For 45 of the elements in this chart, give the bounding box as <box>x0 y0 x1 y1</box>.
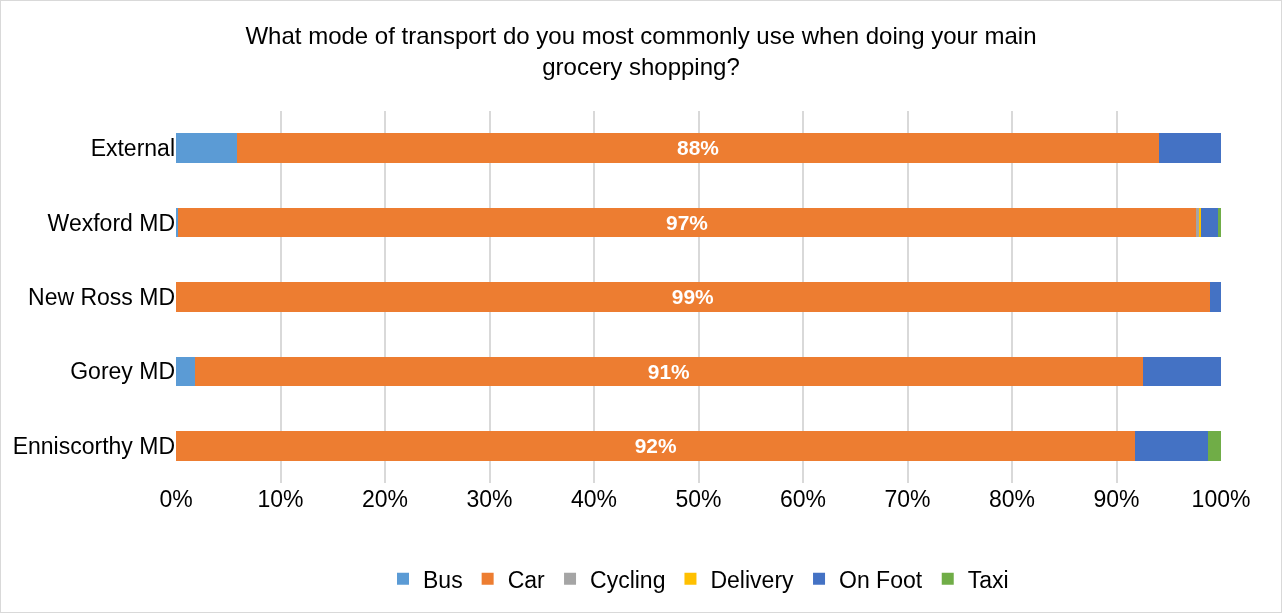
x-tick-label: 0% <box>159 486 193 512</box>
bar <box>1217 207 1221 238</box>
legend-label: Bus <box>423 566 463 593</box>
bar <box>1201 207 1218 238</box>
bar <box>1209 282 1221 312</box>
bar <box>178 207 1196 238</box>
y-tick-label: Gorey MD <box>70 358 175 385</box>
data-label: 88% <box>677 136 720 160</box>
x-tick-label: 80% <box>988 486 1036 512</box>
x-tick-label: 100% <box>1191 486 1251 512</box>
bar <box>176 356 195 387</box>
legend-label: Cycling <box>590 566 666 593</box>
legend-label: Delivery <box>710 566 795 593</box>
x-tick-label: 20% <box>361 486 409 512</box>
bar <box>1199 207 1202 238</box>
bar <box>1159 133 1221 164</box>
bar <box>176 207 179 238</box>
x-tick-label: 30% <box>466 486 513 512</box>
bar <box>236 133 1160 164</box>
legend-label: Car <box>507 566 546 593</box>
x-tick-label: 10% <box>257 486 304 512</box>
bar <box>176 133 237 164</box>
y-tick-label: External <box>90 135 175 162</box>
legend-label: Taxi <box>967 566 1009 593</box>
bar <box>1135 430 1209 461</box>
chart-title: What mode of transport do you most commonly use when doing your main grocery shopping? <box>245 21 1037 80</box>
x-tick-label: 40% <box>570 486 618 512</box>
data-label: 99% <box>671 285 715 309</box>
x-tick-label: 70% <box>884 486 931 512</box>
bar <box>194 356 1143 387</box>
y-tick-label: Wexford MD <box>47 209 175 236</box>
bar <box>1142 356 1221 387</box>
x-tick-label: 60% <box>779 486 827 512</box>
y-tick-label: Enniscorthy MD <box>12 432 175 459</box>
bar <box>176 282 1210 312</box>
x-tick-label: 50% <box>675 486 722 512</box>
bar <box>1208 430 1221 461</box>
data-label: 92% <box>634 433 677 457</box>
bar <box>176 430 1136 461</box>
y-tick-label: New Ross MD <box>28 284 175 311</box>
data-label: 91% <box>647 359 691 383</box>
data-label: 97% <box>666 210 709 234</box>
legend-label: On Foot <box>839 566 923 593</box>
bar <box>1195 207 1200 238</box>
x-tick-label: 90% <box>1093 486 1140 512</box>
